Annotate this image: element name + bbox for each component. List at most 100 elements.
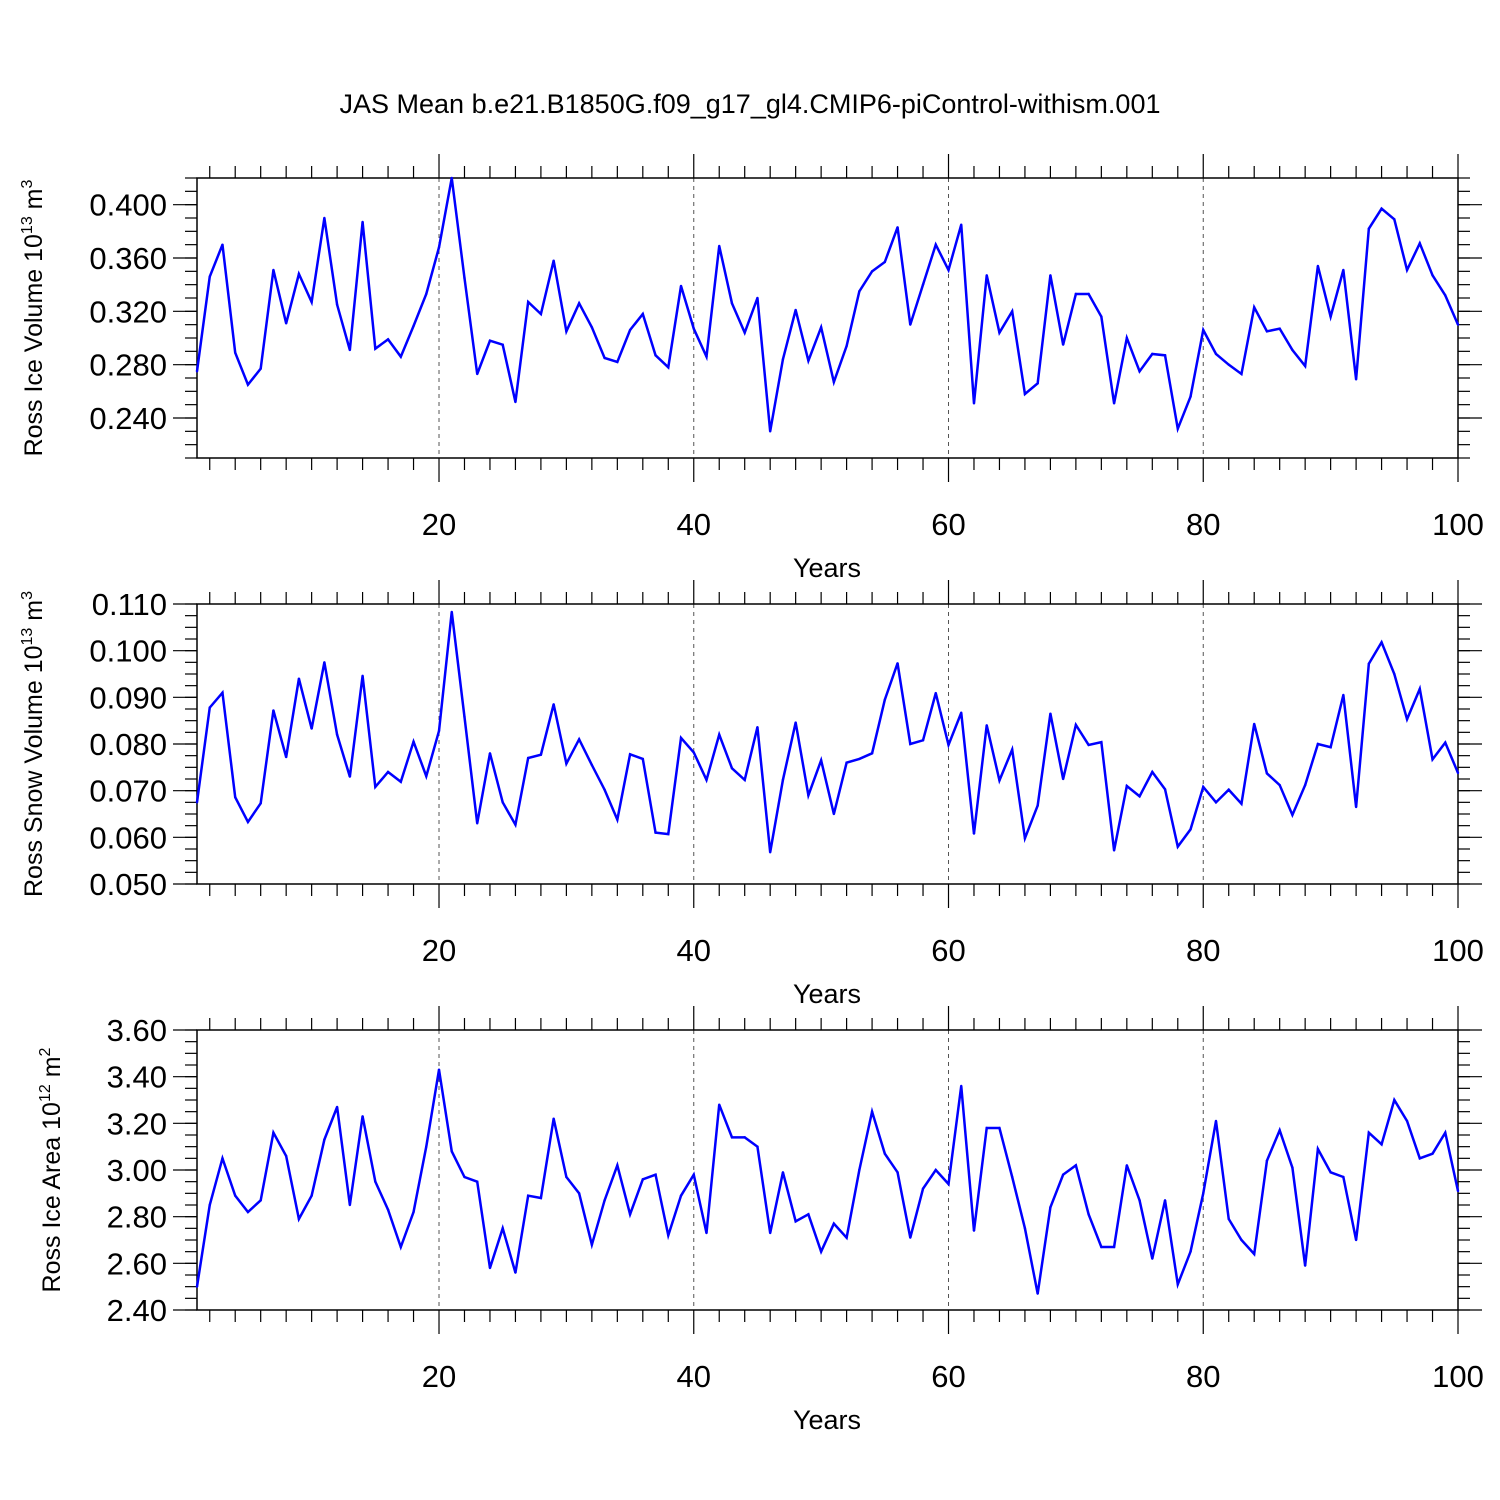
y-tick-label: 0.280	[89, 348, 167, 383]
data-point	[972, 402, 976, 405]
data-point	[552, 259, 555, 262]
data-point	[348, 775, 352, 778]
data-point	[1342, 1175, 1345, 1179]
data-point	[832, 1222, 836, 1225]
x-axis-label: Years	[793, 979, 861, 1009]
data-point	[794, 1220, 797, 1223]
data-point	[437, 246, 441, 249]
x-tick-label: 80	[1186, 933, 1220, 968]
data-point	[1202, 1192, 1205, 1195]
data-point	[819, 326, 823, 329]
y-tick-label: 0.360	[89, 241, 167, 276]
data-point	[692, 1173, 695, 1176]
data-point	[603, 788, 606, 791]
data-point	[1303, 364, 1307, 368]
data-point	[1227, 788, 1230, 791]
data-point	[348, 1203, 352, 1207]
data-point	[1214, 352, 1218, 356]
data-point	[1074, 1164, 1078, 1167]
data-point	[501, 343, 504, 346]
data-point	[768, 1231, 772, 1235]
data-point	[450, 176, 453, 180]
data-point	[1367, 662, 1371, 665]
data-point	[1367, 227, 1371, 230]
data-point	[845, 1236, 848, 1239]
data-point	[488, 1266, 492, 1270]
data-point	[1303, 1264, 1307, 1267]
data-point	[1393, 672, 1396, 676]
data-point	[1367, 1131, 1371, 1134]
data-point	[985, 724, 988, 727]
x-grid	[438, 1030, 1204, 1310]
data-point	[1189, 828, 1192, 831]
data-point	[1329, 315, 1332, 318]
y-tick-label: 3.00	[107, 1153, 167, 1188]
data-point	[1431, 274, 1434, 277]
data-point	[450, 610, 453, 614]
data-point	[297, 1217, 301, 1221]
x-axis-label: Years	[793, 553, 861, 583]
y-axis-label-unit: m	[20, 600, 48, 628]
data-point	[1049, 712, 1052, 715]
y-axis-label: Ross Snow Volume 1013 m3	[19, 591, 48, 897]
data-point	[1036, 804, 1039, 807]
data-point	[386, 770, 390, 774]
data-point	[195, 801, 199, 804]
y-tick-label: 0.400	[89, 188, 167, 223]
data-point	[1393, 1098, 1396, 1102]
data-point	[1240, 1238, 1243, 1242]
data-point	[539, 312, 543, 316]
data-point	[718, 244, 721, 248]
y-axis-label-text: Ross Snow Volume 10	[20, 645, 48, 897]
series	[195, 610, 1460, 854]
data-point	[259, 367, 262, 370]
axes	[173, 154, 1482, 482]
data-point	[374, 1180, 377, 1183]
data-point	[476, 372, 479, 376]
data-point	[1189, 395, 1192, 398]
tick-labels: 0.240 0.280 0.320 0.360 0.400 20 40 60 80 100	[89, 188, 1483, 542]
data-point	[1112, 1245, 1116, 1249]
data-point	[921, 283, 925, 286]
data-point	[1214, 801, 1218, 804]
data-point	[1163, 1199, 1167, 1202]
data-point	[1278, 783, 1281, 787]
data-point	[386, 1208, 390, 1211]
data-point	[781, 358, 785, 361]
panel-ross-ice-volume: 0.240 0.280 0.320 0.360 0.400 20 40 60 80 100 Yea…	[19, 154, 1484, 583]
data-point	[730, 1136, 734, 1139]
data-point	[374, 347, 377, 350]
x-tick-label: 60	[931, 507, 965, 542]
data-point	[1010, 748, 1014, 751]
data-point	[526, 300, 530, 304]
data-point	[641, 757, 645, 761]
data-point	[858, 290, 861, 293]
data-point	[1405, 1119, 1409, 1123]
data-point	[590, 763, 594, 767]
data-point	[1112, 849, 1116, 852]
panel-ross-snow-volume: 0.050 0.060 0.070 0.080 0.090 0.100 0.110 20 40 6…	[19, 580, 1484, 1009]
y-axis-label-exponent: 13	[19, 216, 36, 234]
data-point	[641, 312, 645, 316]
data-point	[960, 223, 963, 226]
data-point	[705, 778, 708, 782]
data-point	[501, 1227, 504, 1230]
data-point	[348, 348, 352, 352]
y-tick-label: 0.320	[89, 294, 167, 329]
data-point	[1202, 785, 1205, 789]
x-tick-label: 20	[422, 1359, 456, 1394]
data-point	[870, 270, 874, 273]
data-point	[845, 344, 848, 348]
x-tick-label: 80	[1186, 1359, 1220, 1394]
y-axis-label: Ross Ice Volume 1013 m3	[19, 179, 48, 456]
data-point	[743, 778, 746, 782]
data-point	[1265, 330, 1269, 333]
data-point	[781, 778, 785, 782]
data-point	[1138, 1199, 1141, 1202]
data-point	[1265, 772, 1269, 775]
data-point	[234, 796, 237, 799]
y-axis-label-exponent: 13	[19, 628, 36, 646]
x-tick-label: 80	[1186, 507, 1220, 542]
data-point	[756, 296, 759, 300]
data-point	[310, 300, 313, 304]
